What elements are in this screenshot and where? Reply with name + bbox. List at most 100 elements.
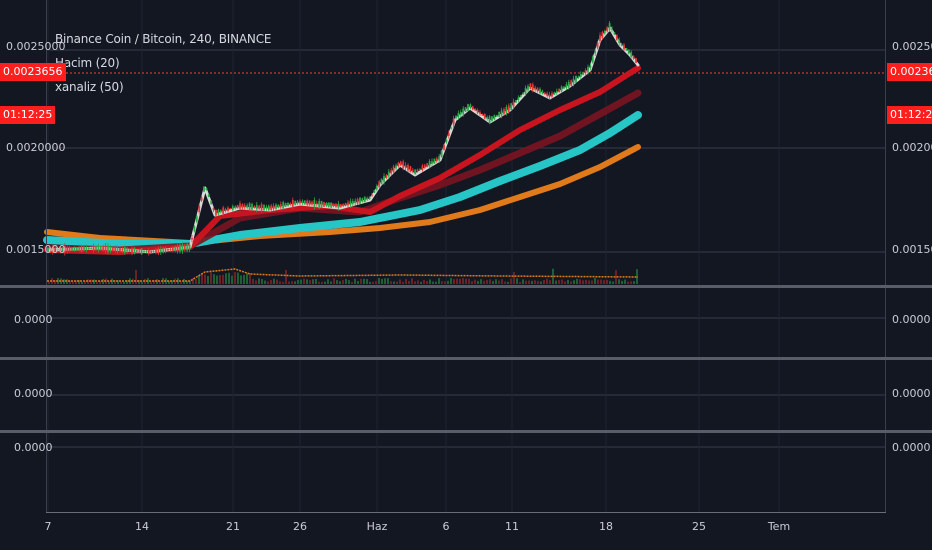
candle-body-65 bbox=[203, 186, 205, 192]
candle-body-240 bbox=[623, 44, 625, 50]
candle-body-39 bbox=[140, 248, 143, 255]
candle-body-121 bbox=[337, 203, 340, 208]
pane-1-value-right: 0.0000 bbox=[892, 313, 931, 326]
volume-bar-91 bbox=[321, 281, 323, 284]
candle-body-20 bbox=[95, 246, 97, 250]
candle-body-52 bbox=[171, 247, 174, 251]
volume-bar-193 bbox=[627, 281, 629, 284]
volume-bar-107 bbox=[369, 281, 371, 284]
volume-bar-155 bbox=[513, 271, 515, 284]
pane-separator-3[interactable] bbox=[0, 430, 932, 433]
volume-bar-109 bbox=[375, 281, 377, 284]
candle-body-64 bbox=[200, 197, 203, 201]
volume-bar-125 bbox=[423, 279, 425, 284]
candle-body-118 bbox=[330, 202, 333, 208]
volume-bar-64 bbox=[240, 275, 242, 284]
volume-bar-82 bbox=[294, 281, 296, 284]
candle-body-88 bbox=[258, 205, 261, 209]
volume-bar-175 bbox=[573, 280, 575, 284]
candle-body-227 bbox=[591, 56, 594, 63]
volume-bar-46 bbox=[186, 280, 188, 284]
volume-bar-103 bbox=[357, 281, 359, 284]
candle-body-8 bbox=[66, 247, 69, 252]
volume-bar-8 bbox=[72, 281, 74, 284]
volume-bar-84 bbox=[300, 279, 302, 284]
volume-bar-48 bbox=[192, 278, 194, 284]
candle-body-158 bbox=[426, 163, 429, 168]
candle-body-10 bbox=[71, 247, 73, 251]
candle-body-116 bbox=[325, 203, 328, 207]
volume-bar-158 bbox=[522, 279, 524, 284]
volume-bar-169 bbox=[555, 280, 557, 284]
candle-body-224 bbox=[584, 70, 587, 73]
volume-bar-60 bbox=[228, 272, 230, 284]
candle-body-21 bbox=[97, 246, 100, 250]
volume-ma-line bbox=[47, 268, 639, 282]
volume-bar-162 bbox=[534, 280, 536, 284]
candle-body-110 bbox=[311, 201, 313, 205]
candle-body-107 bbox=[303, 200, 306, 205]
candle-body-23 bbox=[102, 245, 105, 251]
indicator-custom-label[interactable]: xanaliz (50) bbox=[55, 80, 124, 94]
candle-body-6 bbox=[61, 247, 64, 252]
volume-bar-41 bbox=[171, 280, 173, 284]
volume-bar-160 bbox=[528, 280, 530, 284]
candle-body-98 bbox=[282, 202, 285, 209]
volume-bar-138 bbox=[462, 278, 464, 284]
candle-body-13 bbox=[78, 247, 81, 251]
volume-bar-88 bbox=[312, 279, 314, 284]
x-tick-10: Tem bbox=[767, 520, 791, 533]
candle-body-53 bbox=[174, 246, 177, 251]
volume-bar-105 bbox=[363, 278, 365, 284]
volume-bar-7 bbox=[69, 280, 71, 284]
volume-bar-172 bbox=[564, 281, 566, 284]
candle-body-136 bbox=[373, 189, 376, 193]
candle-body-193 bbox=[510, 103, 513, 111]
volume-bar-148 bbox=[492, 280, 494, 284]
candle-body-32 bbox=[123, 246, 126, 254]
candle-body-50 bbox=[167, 249, 169, 251]
candle-body-66 bbox=[205, 187, 208, 190]
pane-separator-1[interactable] bbox=[0, 285, 932, 288]
volume-bar-11 bbox=[81, 281, 83, 284]
volume-bar-77 bbox=[279, 281, 281, 284]
volume-bar-58 bbox=[222, 274, 224, 284]
volume-bar-129 bbox=[435, 281, 437, 284]
pane-separator-2[interactable] bbox=[0, 357, 932, 360]
candle-body-78 bbox=[234, 206, 237, 209]
volume-bar-100 bbox=[348, 280, 350, 284]
candle-body-141 bbox=[385, 175, 388, 179]
volume-bar-188 bbox=[612, 281, 614, 284]
volume-bar-153 bbox=[507, 281, 509, 284]
candle-body-172 bbox=[459, 111, 462, 115]
grid-lines bbox=[46, 0, 885, 512]
candle-body-45 bbox=[155, 249, 157, 254]
volume-bar-163 bbox=[537, 281, 539, 284]
volume-bar-99 bbox=[345, 278, 347, 284]
volume-bar-35 bbox=[153, 279, 155, 284]
volume-bar-75 bbox=[273, 278, 275, 284]
candle-body-153 bbox=[414, 169, 417, 175]
candle-body-68 bbox=[210, 200, 213, 205]
y-tick-left-2: 0.0020000 bbox=[6, 141, 66, 154]
candle-body-27 bbox=[111, 247, 114, 251]
candle-body-238 bbox=[618, 40, 621, 44]
candle-body-186 bbox=[493, 115, 496, 120]
volume-bar-67 bbox=[249, 273, 251, 284]
candle-body-198 bbox=[522, 92, 525, 95]
candle-body-126 bbox=[349, 201, 352, 206]
volume-bar-66 bbox=[246, 273, 248, 284]
candle-body-188 bbox=[498, 112, 501, 117]
candle-body-31 bbox=[121, 249, 124, 251]
volume-bar-49 bbox=[195, 279, 197, 284]
volume-bar-192 bbox=[624, 279, 626, 284]
y-tick-right-1: 0.0025000 bbox=[892, 40, 932, 53]
volume-bar-34 bbox=[150, 281, 152, 284]
volume-bar-108 bbox=[372, 281, 374, 284]
volume-bar-59 bbox=[225, 273, 227, 284]
volume-bar-24 bbox=[120, 281, 122, 284]
candle-body-34 bbox=[128, 249, 131, 252]
indicator-volume-label[interactable]: Hacim (20) bbox=[55, 56, 120, 70]
candle-body-55 bbox=[179, 245, 181, 252]
